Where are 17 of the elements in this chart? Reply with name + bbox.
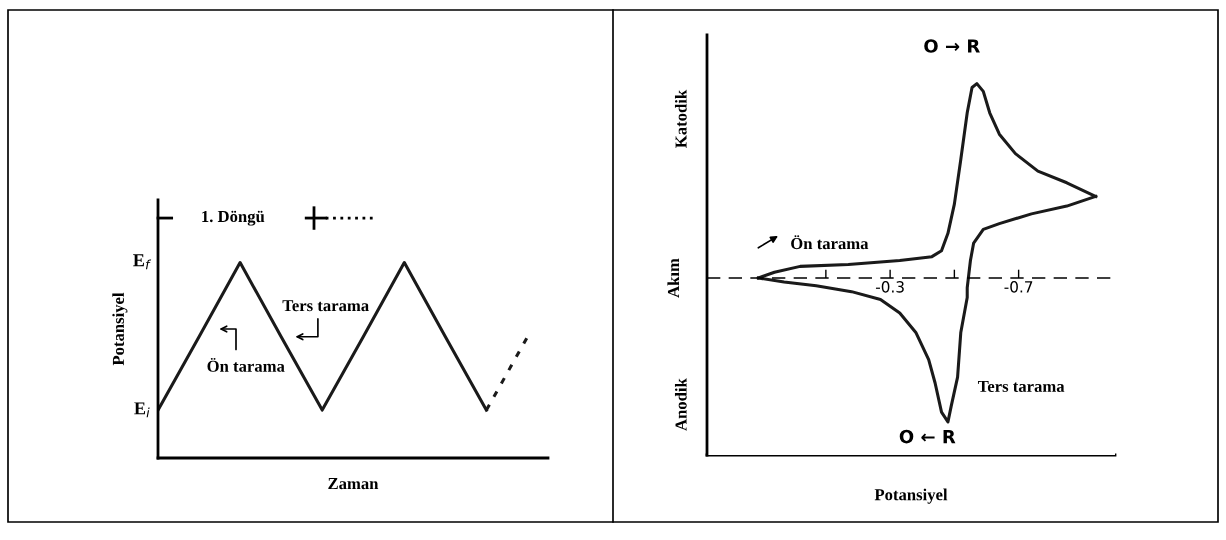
x-axis-title: Zaman <box>328 478 379 490</box>
x-tick-label: -0.3 <box>875 281 904 293</box>
text: E$_{f}$ <box>133 254 152 270</box>
annotation: Ters tarama <box>977 380 1065 392</box>
x-tick-label: -0.7 <box>1004 281 1033 293</box>
x-axis-title: Potansiyel <box>874 488 948 504</box>
text: Katodik <box>674 89 687 148</box>
annotation: Ters tarama <box>282 300 369 312</box>
text: O → R <box>924 39 980 53</box>
y-axis-title: Akım <box>667 258 679 298</box>
text: 1. Döngü <box>202 210 265 226</box>
text: O ← R <box>899 429 956 444</box>
y-axis-title: Potansiyel <box>112 292 128 366</box>
text: E$_{i}$ <box>134 402 150 418</box>
text: Anodik <box>674 378 687 431</box>
annotation: Ön tarama <box>207 357 285 372</box>
annotation: Ön tarama <box>791 235 869 250</box>
